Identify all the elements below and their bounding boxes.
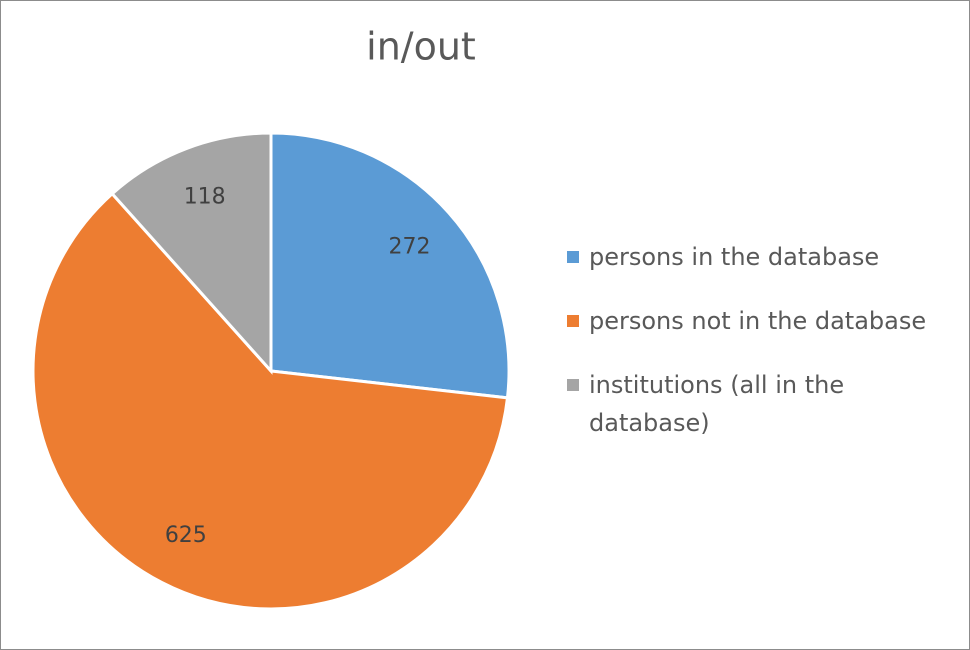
legend-label: institutions (all in the database)	[589, 371, 845, 437]
legend-swatch	[567, 379, 579, 391]
legend-item: persons not in the database	[567, 302, 947, 340]
legend-label: persons not in the database	[589, 307, 927, 335]
data-label: 272	[388, 234, 430, 259]
legend: persons in the database persons not in th…	[567, 238, 947, 468]
legend-item: persons in the database	[567, 238, 947, 276]
pie-slice	[31, 191, 510, 611]
legend-label: persons in the database	[589, 243, 880, 271]
pie-slice	[110, 131, 273, 375]
pie-slice	[269, 131, 511, 400]
chart-title: in/out	[366, 25, 476, 69]
legend-swatch	[567, 251, 579, 263]
data-label: 625	[165, 523, 207, 548]
data-label: 118	[184, 185, 226, 210]
legend-swatch	[567, 315, 579, 327]
legend-item: institutions (all in the database)	[567, 366, 947, 442]
